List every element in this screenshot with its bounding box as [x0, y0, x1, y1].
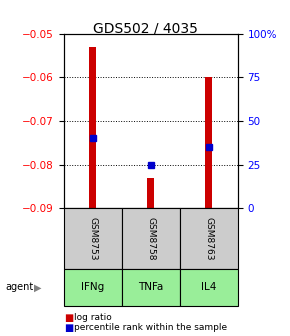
Text: GSM8763: GSM8763	[204, 217, 213, 260]
Text: TNFa: TNFa	[138, 282, 164, 292]
Text: ▶: ▶	[34, 282, 41, 292]
Text: percentile rank within the sample: percentile rank within the sample	[74, 323, 227, 332]
Bar	[147, 178, 154, 208]
Text: IFNg: IFNg	[81, 282, 104, 292]
Text: IL4: IL4	[201, 282, 217, 292]
Bar	[205, 77, 212, 208]
Text: GSM8758: GSM8758	[146, 217, 155, 260]
Text: GSM8753: GSM8753	[88, 217, 97, 260]
Text: log ratio: log ratio	[74, 313, 112, 322]
Bar	[89, 47, 96, 208]
Text: ■: ■	[64, 323, 73, 333]
Text: ■: ■	[64, 312, 73, 323]
Text: agent: agent	[6, 282, 34, 292]
Text: GDS502 / 4035: GDS502 / 4035	[93, 22, 197, 36]
